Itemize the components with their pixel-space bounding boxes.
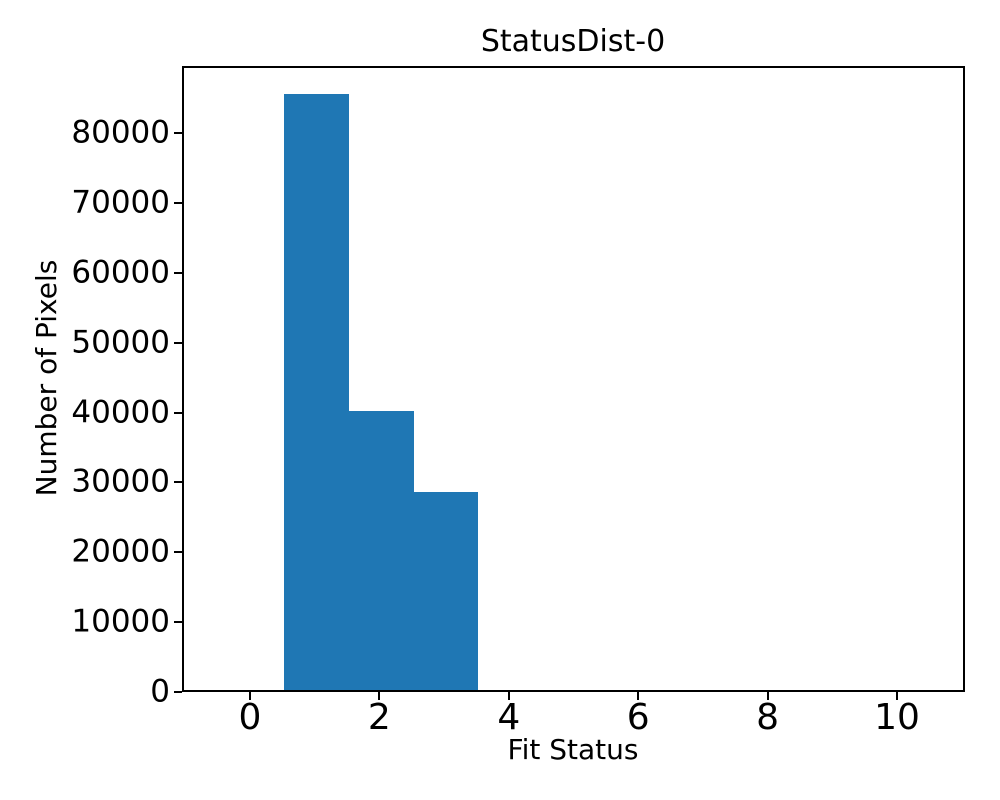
y-tick-label: 80000 xyxy=(71,114,170,151)
histogram-bar xyxy=(284,94,349,690)
y-tick-label: 50000 xyxy=(71,324,170,361)
y-axis-tick xyxy=(174,621,182,624)
y-axis-tick xyxy=(174,201,182,204)
plot-area xyxy=(182,66,965,692)
y-axis-tick xyxy=(174,271,182,274)
x-tick-label: 6 xyxy=(626,697,650,738)
x-axis-tick xyxy=(378,692,381,700)
y-tick-label: 30000 xyxy=(71,463,170,500)
histogram-bar xyxy=(349,410,414,690)
x-axis-tick xyxy=(248,692,251,700)
y-tick-label: 10000 xyxy=(71,603,170,640)
y-tick-label: 60000 xyxy=(71,254,170,291)
x-axis-label: Fit Status xyxy=(507,733,639,766)
x-axis-tick xyxy=(507,692,510,700)
y-tick-label: 40000 xyxy=(71,394,170,431)
x-tick-label: 2 xyxy=(367,697,391,738)
y-axis-tick xyxy=(174,132,182,135)
x-axis-tick xyxy=(896,692,899,700)
y-axis-tick xyxy=(174,481,182,484)
y-axis-tick xyxy=(174,411,182,414)
x-tick-label: 8 xyxy=(756,697,780,738)
x-axis-tick xyxy=(637,692,640,700)
x-tick-label: 4 xyxy=(497,697,521,738)
x-tick-label: 10 xyxy=(874,697,920,738)
y-tick-label: 70000 xyxy=(71,184,170,221)
y-tick-label: 20000 xyxy=(71,533,170,570)
y-axis-label: Number of Pixels xyxy=(30,259,63,497)
y-axis-tick xyxy=(174,551,182,554)
histogram-bar xyxy=(413,491,479,690)
x-tick-label: 0 xyxy=(238,697,262,738)
y-axis-tick xyxy=(174,691,182,693)
y-tick-label: 0 xyxy=(150,673,170,710)
x-axis-tick xyxy=(766,692,769,700)
y-axis-tick xyxy=(174,341,182,344)
chart-title: StatusDist-0 xyxy=(480,24,666,59)
